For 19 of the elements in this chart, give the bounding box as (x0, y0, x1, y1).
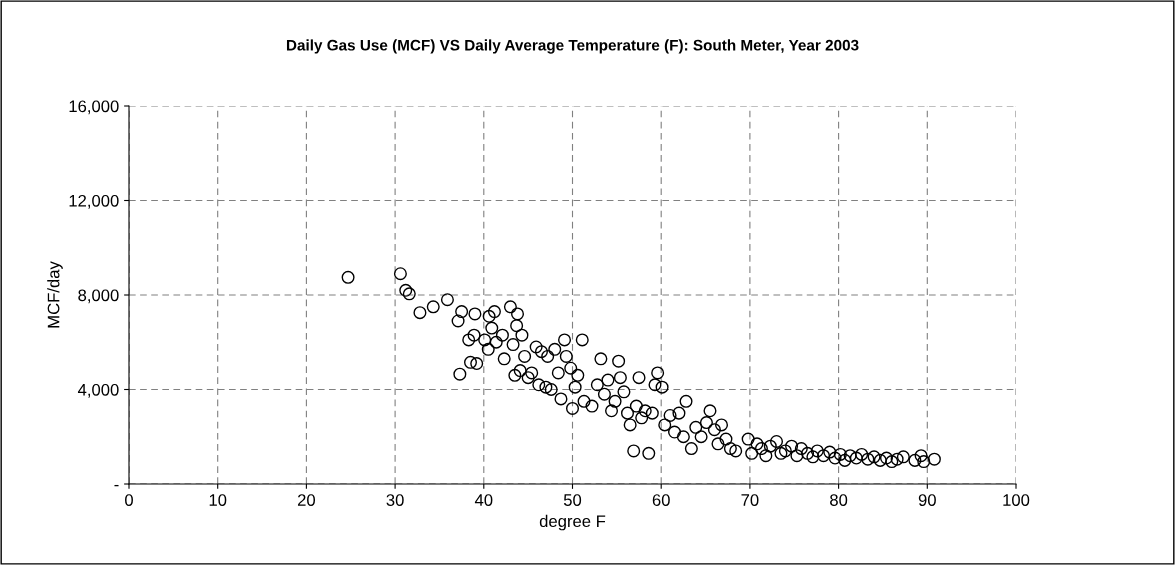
x-tick-label: 70 (741, 494, 759, 506)
y-tick-label: 8,000 (78, 289, 119, 304)
y-tick-label: 12,000 (69, 194, 119, 209)
x-tick-label: 10 (209, 494, 227, 506)
y-axis-title: MCF/day (47, 261, 63, 328)
x-tick-label: 80 (830, 494, 848, 506)
chart-title: Daily Gas Use (MCF) VS Daily Average Temperature (F): South Meter, Year 2003 (286, 39, 859, 54)
x-tick-label: 20 (297, 494, 316, 506)
y-tick-label: 16,000 (69, 100, 119, 115)
x-tick-label: 30 (386, 494, 404, 506)
x-tick-label: 60 (652, 494, 670, 506)
x-tick-label: 40 (474, 494, 493, 506)
y-tick-label: 4,000 (77, 383, 119, 398)
y-tick-label: - (114, 484, 119, 487)
x-tick-label: 100 (1003, 494, 1030, 506)
x-tick-label: 50 (563, 494, 582, 506)
x-tick-label: 0 (125, 494, 133, 506)
x-tick-label: 90 (918, 494, 936, 506)
x-axis-title: degree F (539, 514, 606, 531)
